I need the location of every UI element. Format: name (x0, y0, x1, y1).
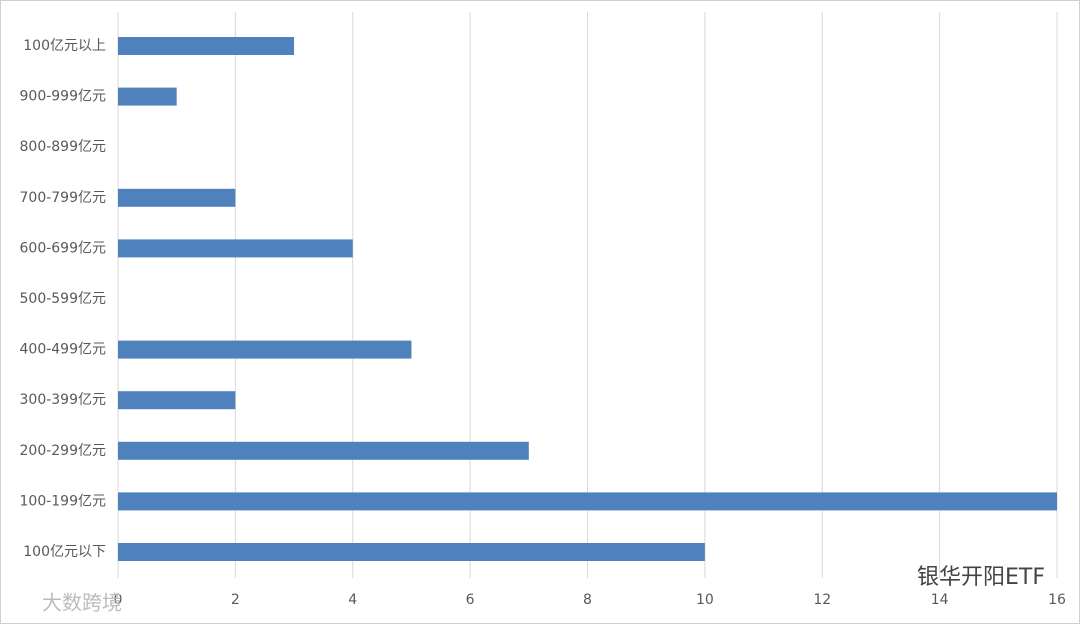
y-tick-label: 100亿元以下 (23, 544, 106, 560)
y-tick-label: 900-999亿元 (20, 89, 107, 105)
bar (118, 543, 705, 561)
bar (118, 441, 529, 460)
bar (118, 492, 1057, 511)
x-tick-label: 16 (1048, 592, 1066, 608)
x-tick-label: 0 (114, 592, 123, 608)
bar (118, 340, 412, 359)
y-tick-label: 600-699亿元 (20, 240, 107, 256)
watermark: 银华开阳ETF (917, 565, 1045, 590)
y-tick-label: 400-499亿元 (20, 342, 107, 358)
x-tick-label: 10 (696, 592, 714, 608)
bar (118, 37, 295, 55)
bar (118, 391, 236, 410)
x-tick-label: 12 (813, 592, 831, 608)
x-tick-label: 14 (931, 592, 949, 608)
y-tick-label: 500-599亿元 (20, 291, 107, 307)
y-tick-label: 100亿元以上 (23, 38, 106, 54)
plot: 0 2 4 6 8 10 12 14 16 100亿元以上 900-999亿元 800-899亿元 70… (20, 12, 1066, 608)
x-tick-label: 6 (466, 592, 475, 608)
y-tick-label: 200-299亿元 (20, 443, 107, 459)
x-tick-label: 4 (348, 592, 357, 608)
x-tick-label: 8 (583, 592, 592, 608)
y-tick-label: 300-399亿元 (20, 392, 107, 408)
bar (118, 239, 353, 258)
bar (118, 87, 177, 106)
x-tick-label: 2 (231, 592, 240, 608)
y-tick-label: 700-799亿元 (20, 190, 107, 206)
watermark: 大数跨境 (42, 591, 122, 615)
bar (118, 188, 236, 207)
y-tick-label: 100-199亿元 (20, 493, 107, 509)
y-tick-label: 800-899亿元 (20, 139, 107, 155)
